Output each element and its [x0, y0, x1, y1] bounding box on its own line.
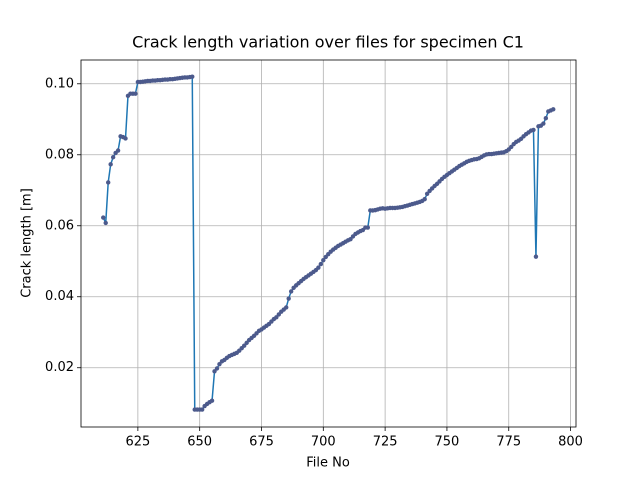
data-point: [115, 148, 121, 153]
y-tick-label: 0.06: [45, 218, 74, 233]
data-point: [509, 144, 514, 150]
plot-frame: [80, 59, 577, 428]
data-point: [244, 340, 249, 346]
y-tick-label: 0.08: [45, 147, 74, 162]
data-point: [541, 121, 546, 126]
data-point: [422, 196, 427, 202]
x-tick-label: 650: [187, 435, 212, 450]
data-point: [199, 407, 205, 412]
data-point: [212, 369, 217, 374]
data-point: [318, 261, 324, 267]
data-point: [105, 180, 111, 185]
data-point: [288, 289, 294, 294]
data-point: [276, 312, 282, 317]
x-tick-label: 750: [435, 435, 460, 450]
data-point: [209, 398, 215, 403]
x-tick-label: 675: [249, 435, 274, 450]
data-point: [103, 220, 108, 226]
data-point: [365, 225, 371, 230]
data-point: [321, 257, 326, 263]
data-point: [214, 366, 220, 371]
x-tick-label: 725: [373, 435, 398, 450]
data-point: [101, 215, 106, 220]
x-tick-label: 625: [125, 435, 150, 450]
data-point: [190, 74, 195, 79]
x-tick-label: 800: [558, 435, 583, 450]
data-point: [241, 343, 247, 348]
y-axis-label: Crack length [m]: [20, 188, 35, 298]
data-point: [424, 191, 430, 197]
x-tick-label: 775: [496, 435, 521, 450]
data-point: [316, 265, 321, 270]
data-point: [533, 254, 539, 259]
data-point: [323, 254, 328, 260]
data-point: [123, 136, 128, 141]
x-tick-label: 700: [311, 435, 336, 450]
data-point: [543, 116, 549, 121]
data-point: [284, 305, 289, 310]
y-tick-label: 0.02: [45, 360, 74, 375]
data-point: [108, 162, 113, 167]
y-tick-label: 0.04: [45, 289, 74, 304]
x-axis-label: File No: [306, 456, 350, 471]
chart-title: Crack length variation over files for sp…: [132, 33, 524, 52]
data-point: [274, 315, 279, 320]
data-point: [217, 361, 222, 367]
data-point: [110, 155, 116, 160]
data-point: [348, 237, 353, 242]
data-point: [286, 296, 291, 301]
data-point: [551, 107, 556, 112]
y-tick-label: 0.10: [45, 76, 74, 91]
data-point: [133, 91, 138, 96]
data-point: [531, 127, 536, 133]
